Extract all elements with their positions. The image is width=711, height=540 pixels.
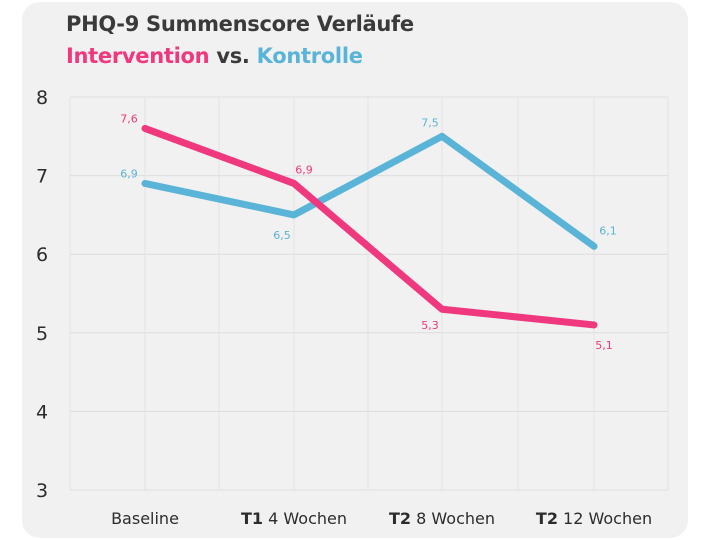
chart-title: PHQ-9 Summenscore Verläufe (66, 12, 414, 36)
data-label-intervention: 5,1 (595, 339, 613, 352)
data-label-kontrolle: 6,9 (120, 167, 138, 180)
grid (69, 96, 669, 491)
x-tick-rest: 4 Wochen (263, 509, 347, 528)
x-tick-label: T1 4 Wochen (241, 509, 347, 528)
y-axis: 3 4 5 6 7 8 (36, 87, 48, 502)
x-tick-rest: 12 Wochen (558, 509, 652, 528)
chart-card (22, 2, 688, 538)
x-tick-rest: 8 Wochen (411, 509, 495, 528)
x-tick-label: Baseline (111, 509, 179, 528)
x-tick-rest: Baseline (111, 509, 179, 528)
series-lines (141, 124, 598, 329)
y-tick-label: 8 (36, 87, 48, 109)
data-label-kontrolle: 7,5 (421, 116, 439, 129)
x-tick-label: T2 12 Wochen (536, 509, 652, 528)
x-tick-bold: T2 (389, 509, 411, 528)
subtitle-vs: vs. (216, 44, 250, 68)
x-tick-bold: T1 (241, 509, 263, 528)
x-tick-label: T2 8 Wochen (389, 509, 495, 528)
data-label-intervention: 7,6 (120, 112, 138, 125)
data-label-kontrolle: 6,1 (599, 224, 617, 237)
y-tick-label: 5 (36, 323, 48, 345)
x-axis: Baseline T1 4 Wochen T2 8 Wochen T2 12 Woch… (111, 509, 652, 528)
y-tick-label: 4 (36, 401, 48, 423)
chart-subtitle: Intervention vs. Kontrolle (66, 44, 363, 68)
subtitle-kontrolle: Kontrolle (256, 44, 363, 68)
series-line-kontrolle (141, 132, 598, 250)
subtitle-intervention: Intervention (66, 44, 210, 68)
y-tick-label: 6 (36, 244, 48, 266)
series-line-intervention (141, 124, 598, 329)
data-label-intervention: 5,3 (421, 319, 439, 332)
data-labels: 7,6 6,9 5,3 5,1 6,9 6,5 7,5 6,1 (120, 112, 617, 352)
x-tick-bold: T2 (536, 509, 558, 528)
data-label-kontrolle: 6,5 (273, 229, 291, 242)
y-tick-label: 3 (36, 480, 48, 502)
y-tick-label: 7 (36, 166, 48, 188)
data-label-intervention: 6,9 (295, 163, 313, 176)
